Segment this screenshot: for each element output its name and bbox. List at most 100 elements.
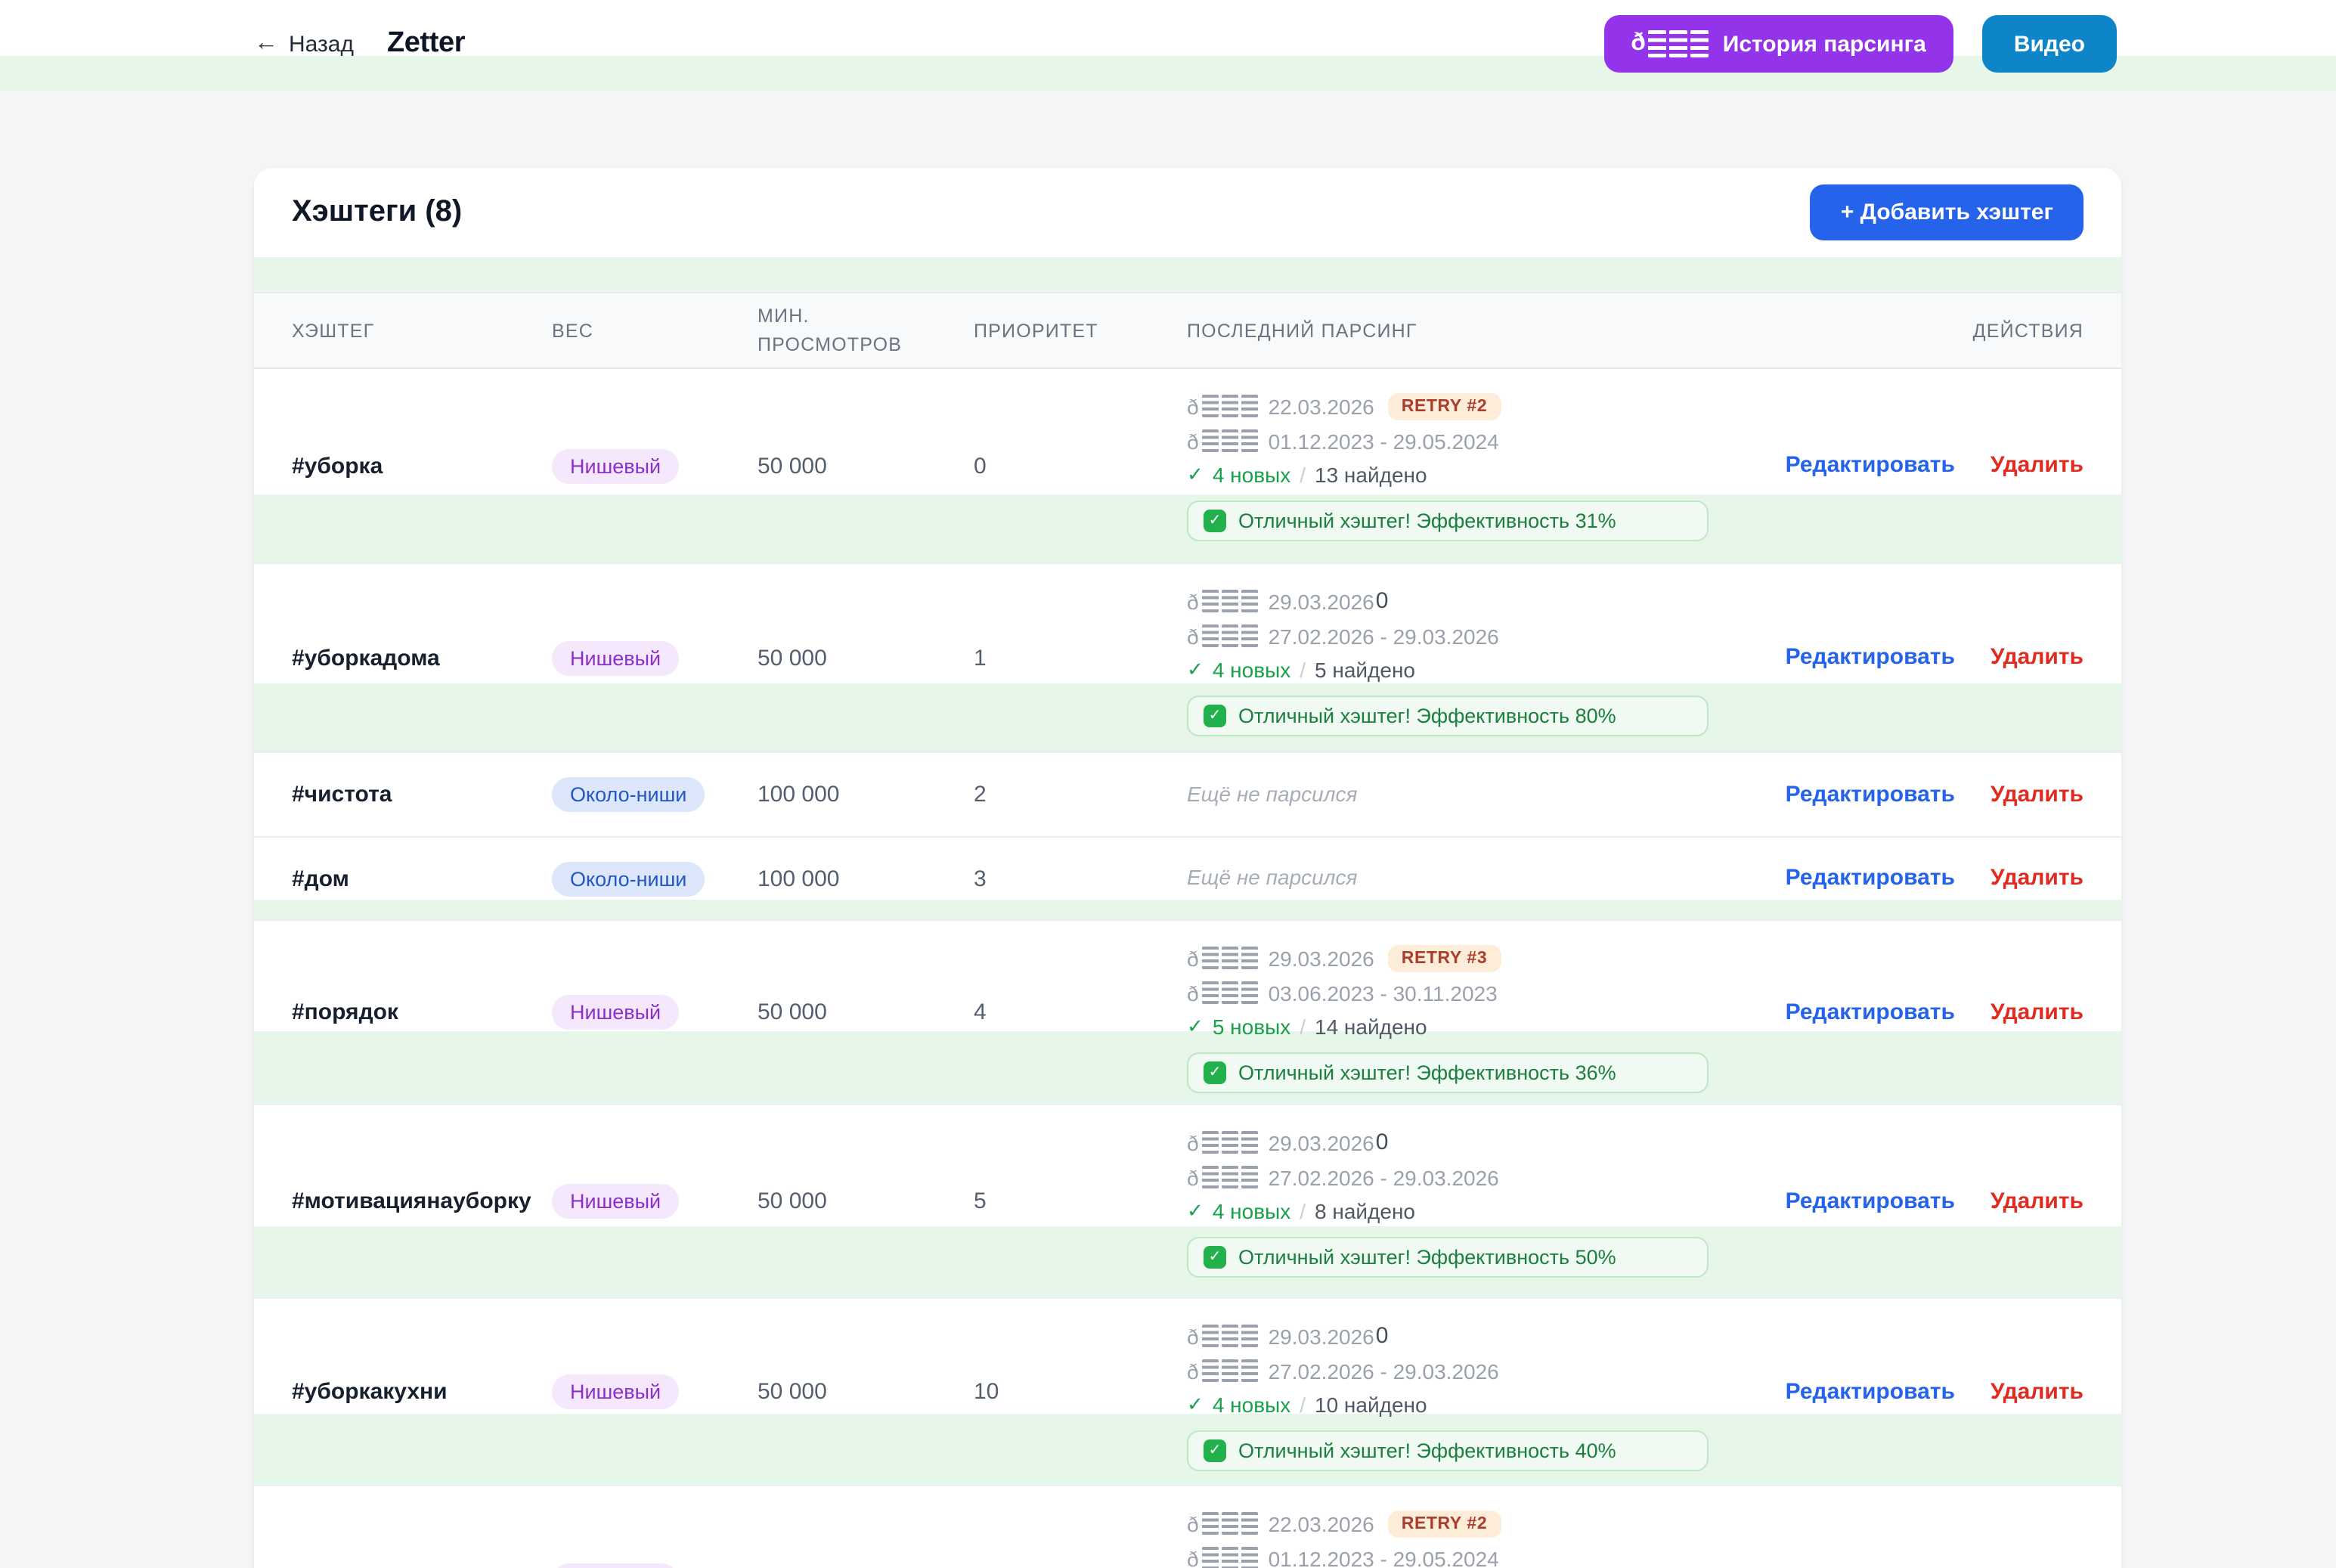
parse-period: 27.02.2026 - 29.03.2026 <box>1268 624 1499 648</box>
parsing-history-button[interactable]: ð История парсинга <box>1603 15 1953 73</box>
hashtag-name: #мотивациянауборку <box>292 1188 531 1214</box>
video-button[interactable]: Видео <box>1981 15 2117 73</box>
calendar-mojibake-icon: ð <box>1187 1547 1258 1568</box>
min-views-value: 100 000 <box>757 782 840 807</box>
delete-link[interactable]: Удалить <box>1990 452 2084 478</box>
page-title: Хэштеги (8) <box>292 195 463 228</box>
th-actions: ДЕЙСТВИЯ <box>1972 320 2084 341</box>
edit-link[interactable]: Редактировать <box>1785 865 1955 891</box>
effectiveness-message: Отличный хэштег! Эффективность 36% <box>1187 1052 1709 1093</box>
weight-badge: Нишевый <box>552 995 680 1030</box>
check-icon: ✓ <box>1187 657 1204 680</box>
weight-badge: Нишевый <box>552 640 680 675</box>
last-parse-date: 29.03.2026 <box>1268 1130 1374 1154</box>
weight-badge: Нишевый <box>552 1374 680 1409</box>
retry-count: 0 <box>1375 1130 1389 1155</box>
table-header-row: ХЭШТЕГ ВЕС МИН. ПРОСМОТРОВ ПРИОРИТЕТ ПОС… <box>254 292 2121 369</box>
check-box-icon <box>1204 1246 1226 1269</box>
min-views-value: 50 000 <box>757 645 827 671</box>
add-hashtag-button[interactable]: + Добавить хэштег <box>1810 184 2084 240</box>
table-row: #уборкадома Нишевый 50 000 1 ð 29.03.202… <box>254 564 2121 753</box>
last-parsing-cell: ð 29.03.2026 0 ð 27.02.2026 - 29.03.2026… <box>1187 564 1777 751</box>
weight-badge: Нишевый <box>552 448 680 483</box>
not-parsed-status: Ещё не парсился <box>1187 781 1358 805</box>
edit-link[interactable]: Редактировать <box>1785 1188 1955 1213</box>
priority-value: 4 <box>974 999 987 1025</box>
new-count: 4 новых <box>1212 657 1291 681</box>
video-label: Видео <box>2013 31 2085 57</box>
effectiveness-message: Отличный хэштег! Эффективность 80% <box>1187 696 1709 736</box>
not-parsed-status: Ещё не парсился <box>1187 865 1358 889</box>
edit-link[interactable]: Редактировать <box>1785 644 1955 670</box>
priority-value: 10 <box>974 1379 999 1405</box>
calendar-mojibake-icon: ð <box>1187 1359 1258 1382</box>
th-min-views: МИН. ПРОСМОТРОВ <box>757 305 903 355</box>
calendar-mojibake-icon: ð <box>1187 1131 1258 1154</box>
edit-link[interactable]: Редактировать <box>1785 781 1955 807</box>
check-icon: ✓ <box>1187 1014 1204 1037</box>
parsing-history-label: История парсинга <box>1722 31 1926 57</box>
hashtag-name: #порядок <box>292 999 398 1025</box>
edit-link[interactable]: Редактировать <box>1786 1566 1955 1568</box>
table-row: #чистота Около-ниши 100 000 2 Ещё не пар… <box>254 753 2121 838</box>
hashtag-name: #уборкадома <box>292 645 440 671</box>
hashtag-name: #уборкакухни <box>292 1379 448 1405</box>
calendar-mojibake-icon: ð <box>1187 1325 1258 1347</box>
last-parsing-cell: ð 22.03.2026 RETRY #2 ð 01.12.2023 - 29.… <box>1187 369 1777 562</box>
new-count: 4 новых <box>1212 1392 1291 1416</box>
min-views-value: 50 000 <box>757 1188 827 1214</box>
hashtag-name: #уборка <box>292 453 383 479</box>
last-parse-date: 22.03.2026 <box>1268 394 1374 418</box>
last-parse-date: 29.03.2026 <box>1268 1324 1374 1348</box>
back-link[interactable]: ← Назад <box>254 30 354 57</box>
last-parsing-cell: ð 29.03.2026 0 ð 27.02.2026 - 29.03.2026… <box>1187 1105 1777 1297</box>
delete-link[interactable]: Удалить <box>1991 1566 2084 1568</box>
th-weight: ВЕС <box>552 320 594 341</box>
check-box-icon <box>1204 1061 1226 1084</box>
calendar-mojibake-icon: ð <box>1187 981 1258 1004</box>
delete-link[interactable]: Удалить <box>1990 865 2084 891</box>
delete-link[interactable]: Удалить <box>1990 1188 2084 1213</box>
panel-green-stripe <box>254 257 2121 292</box>
priority-value: 0 <box>974 453 987 479</box>
found-count: 13 найдено <box>1315 462 1427 486</box>
weight-badge: Нишевый <box>552 1184 680 1219</box>
table-row: #порядок Нишевый 50 000 4 ð 29.03.2026 R… <box>254 921 2121 1105</box>
row-highlight-band <box>254 900 2121 919</box>
last-parse-date: 29.03.2026 <box>1268 946 1374 970</box>
th-priority: ПРИОРИТЕТ <box>974 320 1098 341</box>
parse-period: 01.12.2023 - 29.05.2024 <box>1268 1546 1499 1568</box>
delete-link[interactable]: Удалить <box>1990 644 2084 670</box>
parse-period: 03.06.2023 - 30.11.2023 <box>1268 981 1498 1005</box>
check-icon: ✓ <box>1187 1392 1204 1415</box>
retry-count: 0 <box>1375 588 1389 614</box>
priority-value: 3 <box>974 866 987 891</box>
min-views-value: 50 000 <box>757 999 827 1025</box>
calendar-mojibake-icon: ð <box>1187 590 1258 612</box>
brand-logo: Zetter <box>386 27 466 59</box>
hashtag-name: #чистота <box>292 782 392 807</box>
weight-badge: Около-ниши <box>552 777 705 812</box>
retry-count: 0 <box>1375 1323 1389 1349</box>
delete-link[interactable]: Удалить <box>1990 781 2084 807</box>
priority-value: 1 <box>974 645 987 671</box>
found-count: 14 найдено <box>1315 1014 1427 1038</box>
edit-link[interactable]: Редактировать <box>1785 999 1955 1024</box>
delete-link[interactable]: Удалить <box>1990 999 2084 1024</box>
found-count: 10 найдено <box>1315 1392 1427 1416</box>
back-label: Назад <box>289 31 354 57</box>
effectiveness-message: Отличный хэштег! Эффективность 50% <box>1187 1237 1709 1278</box>
edit-link[interactable]: Редактировать <box>1785 452 1955 478</box>
last-parse-date: 22.03.2026 <box>1268 1511 1374 1535</box>
check-box-icon <box>1204 1439 1226 1462</box>
hashtag-name: #дом <box>292 866 349 891</box>
retry-badge: RETRY #3 <box>1387 944 1501 971</box>
last-parsing-cell: ð 29.03.2026 0 ð 27.02.2026 - 29.03.2026… <box>1187 1299 1777 1485</box>
edit-link[interactable]: Редактировать <box>1785 1378 1955 1404</box>
delete-link[interactable]: Удалить <box>1990 1378 2084 1404</box>
th-hashtag: ХЭШТЕГ <box>292 320 375 341</box>
calendar-mojibake-icon: ð <box>1187 624 1258 647</box>
found-count: 8 найдено <box>1315 1198 1415 1222</box>
parse-period: 27.02.2026 - 29.03.2026 <box>1268 1165 1499 1189</box>
